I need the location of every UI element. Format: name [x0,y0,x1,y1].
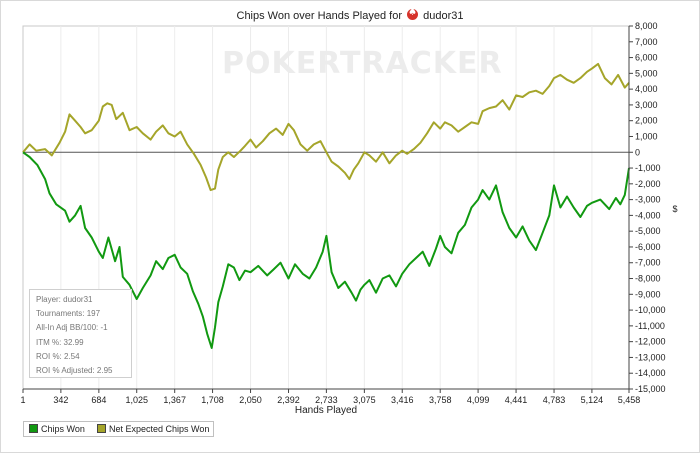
grid-lines [60,26,593,389]
x-tick-label: 1,367 [163,395,186,405]
x-tick-label: 3,416 [391,395,414,405]
legend-label-net-expected: Net Expected Chips Won [109,424,210,434]
y-tick-label: -8,000 [635,274,661,284]
x-tick-label: 3,758 [429,395,452,405]
x-tick-label: 342 [53,395,68,405]
x-tick-label: 5,458 [618,395,641,405]
y-tick-label: -6,000 [635,242,661,252]
y-tick-label: 0 [635,147,640,157]
legend-swatch-chips-won [29,424,38,433]
y-tick-label: 2,000 [635,116,658,126]
x-tick-label: 684 [91,395,106,405]
stat-allin-adj-bb100: All-In Adj BB/100: -1 [36,323,108,333]
x-tick-label: 1,025 [125,395,148,405]
poker-spade-icon [407,7,419,20]
legend-swatch-net-expected [97,424,106,433]
y-tick-label: 7,000 [635,37,658,47]
legend-item-chips-won[interactable]: Chips Won [29,424,85,436]
stat-itm: ITM %: 32.99 [36,337,84,347]
y-tick-label: -4,000 [635,210,661,220]
y-tick-label: -1,000 [635,163,661,173]
legend-label-chips-won: Chips Won [41,424,85,434]
chart-title-player: dudor31 [423,10,464,22]
stat-roi: ROI %: 2.54 [36,351,80,361]
y-tick-label: -2,000 [635,179,661,189]
x-tick-label: 5,124 [581,395,604,405]
x-tick-label: 4,099 [467,395,490,405]
y-tick-label: -14,000 [635,368,666,378]
stat-tournaments: Tournaments: 197 [36,309,101,319]
x-tick-label: 4,441 [505,395,528,405]
y-tick-label: -10,000 [635,305,666,315]
y-tick-label: -3,000 [635,195,661,205]
x-tick-label: 1 [20,395,25,405]
pokertracker-watermark: POKERTRACKER [222,46,503,81]
series-line-chips-won [22,151,630,349]
legend-item-net-expected[interactable]: Net Expected Chips Won [97,424,209,436]
chart-legend: Chips Won Net Expected Chips Won [23,421,214,437]
x-tick-label: 2,050 [239,395,262,405]
y-tick-label: 5,000 [635,68,658,78]
y-tick-label: -11,000 [635,321,665,331]
player-stats-box: Player: dudor31 Tournaments: 197 All-In … [29,289,132,378]
y-tick-label: -12,000 [635,337,666,347]
stat-roi-adjusted: ROI % Adjusted: 2.95 [36,365,113,375]
x-tick-label: 2,733 [315,395,338,405]
chart-title-text: Chips Won over Hands Played for [236,10,403,22]
x-tick-label: 4,783 [543,395,566,405]
y-tick-label: -13,000 [635,352,666,362]
series-line-net-expected-chips-won [22,62,630,192]
y-tick-label: 3,000 [635,100,658,110]
y-tick-label: 6,000 [635,53,658,63]
y-axis-label: $ [672,204,677,214]
x-tick-label: 3,075 [353,395,376,405]
y-tick-label: -15,000 [635,384,666,394]
y-tick-label: -7,000 [635,258,661,268]
y-tick-label: -5,000 [635,226,661,236]
axes: 1 342 684 1,025 1,367 1,708 2,050 2,392 2,733 3,0… [20,21,665,405]
stat-player: Player: dudor31 [36,295,93,304]
x-tick-label: 1,708 [201,395,224,405]
chart-title: Chips Won over Hands Played for dudor31 [0,7,700,22]
series-layer [22,62,630,349]
x-tick-label: 2,392 [277,395,300,405]
y-tick-label: 1,000 [635,131,658,141]
y-tick-label: 8,000 [635,21,658,31]
y-tick-label: -9,000 [635,289,661,299]
y-tick-label: 4,000 [635,84,658,94]
x-axis-label: Hands Played [295,405,357,416]
